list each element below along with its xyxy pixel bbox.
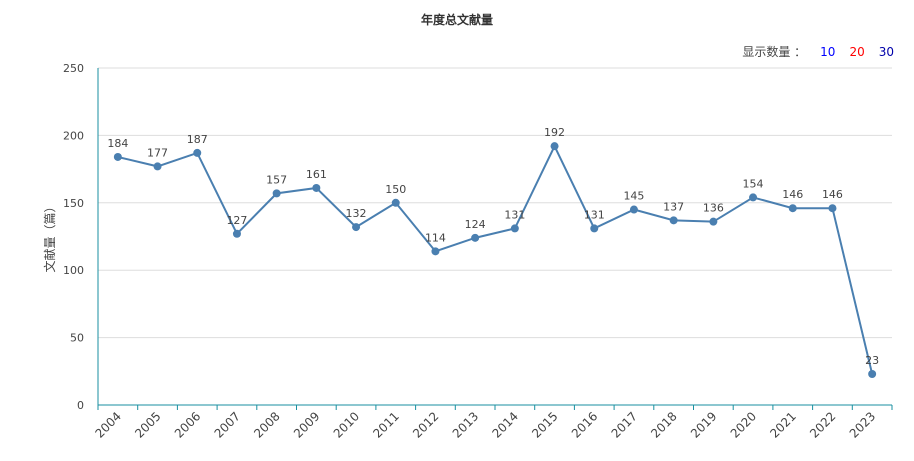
data-points <box>113 142 877 378</box>
x-tick-label: 2007 <box>212 409 243 440</box>
data-point[interactable] <box>471 233 480 242</box>
data-point[interactable] <box>312 183 321 192</box>
x-tick-label: 2019 <box>688 409 719 440</box>
data-point[interactable] <box>113 152 122 161</box>
x-tick-label: 2012 <box>410 409 441 440</box>
data-label: 192 <box>544 126 565 139</box>
x-tick-label: 2014 <box>489 409 520 440</box>
data-label: 124 <box>465 218 486 231</box>
x-tick-label: 2009 <box>291 409 322 440</box>
y-tick-label: 50 <box>70 332 84 345</box>
data-point[interactable] <box>431 247 440 256</box>
axes <box>97 68 893 410</box>
x-tick-label: 2020 <box>728 409 759 440</box>
data-point[interactable] <box>788 204 797 213</box>
x-tick-label: 2023 <box>847 409 878 440</box>
x-tick-label: 2015 <box>529 409 560 440</box>
data-point[interactable] <box>510 224 519 233</box>
data-point[interactable] <box>709 217 718 226</box>
display-count-selector: 显示数量 ： 10 20 30 <box>742 43 894 60</box>
data-point[interactable] <box>629 205 638 214</box>
data-label: 145 <box>623 190 644 203</box>
data-point[interactable] <box>272 189 281 198</box>
data-label: 146 <box>782 188 803 201</box>
data-point[interactable] <box>153 162 162 171</box>
data-label: 154 <box>743 177 764 190</box>
y-axis-label: 文献量（篇） <box>42 200 57 272</box>
data-point[interactable] <box>352 223 361 232</box>
data-label: 177 <box>147 146 168 159</box>
x-tick-label: 2016 <box>569 409 600 440</box>
data-label: 132 <box>346 207 367 220</box>
data-label: 131 <box>584 208 605 221</box>
data-point[interactable] <box>193 148 202 157</box>
x-tick-label: 2008 <box>251 409 282 440</box>
data-label: 137 <box>663 200 684 213</box>
data-point[interactable] <box>749 193 758 202</box>
y-tick-label: 250 <box>63 62 84 75</box>
data-label: 150 <box>385 183 406 196</box>
x-tick-label: 2004 <box>92 409 123 440</box>
display-count-option-30[interactable]: 30 <box>878 44 894 59</box>
x-tick-label: 2005 <box>132 409 163 440</box>
display-count-option-10[interactable]: 10 <box>820 44 836 59</box>
x-tick-label: 2011 <box>370 409 401 440</box>
y-tick-label: 200 <box>63 129 84 142</box>
data-label: 161 <box>306 168 327 181</box>
data-label: 184 <box>107 137 128 150</box>
data-label: 23 <box>865 354 879 367</box>
gridlines <box>98 67 892 339</box>
data-label: 114 <box>425 231 446 244</box>
x-axis-ticks: 2004 2005 2006 2007 2008 2009 2010 2011 2012 2013… <box>92 409 878 440</box>
chart-title: 年度总文献量 <box>420 13 493 27</box>
data-label: 127 <box>226 214 247 227</box>
data-point[interactable] <box>590 224 599 233</box>
data-labels: 184 177 187 127 157 161 132 150 114 124 131 192 131 1… <box>107 126 879 367</box>
data-label: 131 <box>504 208 525 221</box>
data-point[interactable] <box>550 142 559 151</box>
display-count-label: 显示数量 ： <box>742 45 807 59</box>
y-axis-ticks: 0 50 100 150 200 250 <box>63 62 84 412</box>
data-point[interactable] <box>828 204 837 213</box>
data-point[interactable] <box>391 198 400 207</box>
data-label: 136 <box>703 202 724 215</box>
y-tick-label: 100 <box>63 264 84 277</box>
data-point[interactable] <box>232 229 241 238</box>
x-tick-label: 2018 <box>648 409 679 440</box>
data-label: 187 <box>187 133 208 146</box>
x-tick-label: 2006 <box>172 409 203 440</box>
x-tick-label: 2010 <box>331 409 362 440</box>
data-label: 157 <box>266 173 287 186</box>
display-count-option-20[interactable]: 20 <box>849 44 865 59</box>
x-tick-label: 2021 <box>767 409 798 440</box>
data-label: 146 <box>822 188 843 201</box>
x-tick-label: 2013 <box>450 409 481 440</box>
x-tick-label: 2017 <box>609 409 640 440</box>
y-tick-label: 0 <box>77 399 84 412</box>
data-point[interactable] <box>669 216 678 225</box>
y-tick-label: 150 <box>63 197 84 210</box>
data-point[interactable] <box>868 369 877 378</box>
x-tick-label: 2022 <box>807 409 838 440</box>
series-line <box>117 143 874 375</box>
